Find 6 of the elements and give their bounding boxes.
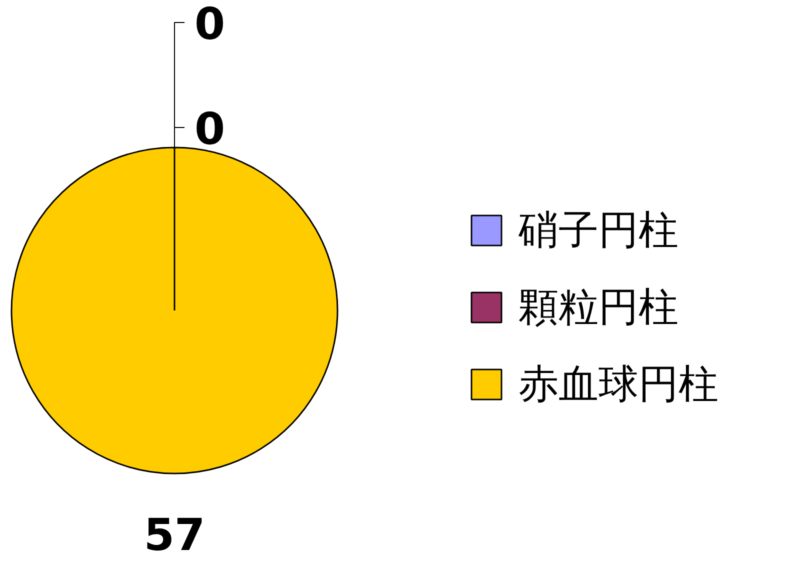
legend-label: 赤血球円柱 [518, 362, 718, 408]
text: 0 [194, 104, 226, 155]
legend-label: 硝子円柱 [518, 208, 678, 254]
legend-label: 顆粒円柱 [518, 284, 678, 330]
text: 0 [194, 0, 226, 50]
data-label: 57 [144, 510, 206, 561]
